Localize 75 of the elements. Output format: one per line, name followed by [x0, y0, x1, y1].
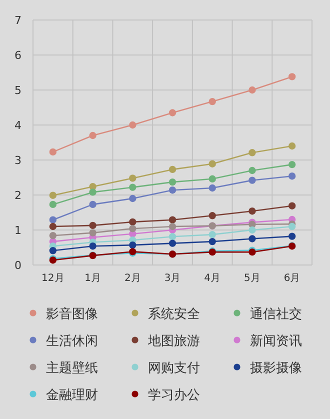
legend-label: 生活休闲	[46, 334, 98, 349]
point	[168, 240, 176, 247]
point	[89, 200, 96, 208]
point	[168, 166, 176, 174]
point	[49, 222, 57, 230]
point	[288, 73, 296, 80]
point	[129, 184, 136, 191]
legend-label: 地图旅游	[147, 334, 200, 349]
point	[129, 194, 136, 202]
x-tick-label: 12月	[42, 273, 64, 284]
x-tick-label: 6月	[284, 273, 300, 284]
point	[248, 235, 256, 242]
point	[288, 172, 296, 180]
point	[129, 174, 136, 182]
point	[49, 247, 57, 254]
point	[89, 132, 96, 140]
point	[89, 222, 96, 230]
y-tick-label: 4	[14, 119, 22, 132]
legend-label: 摄影摄像	[250, 361, 302, 376]
point	[49, 216, 57, 224]
x-tick-label: 1月	[84, 273, 101, 284]
point	[89, 229, 96, 236]
point	[129, 225, 136, 232]
x-tick-label: 4月	[204, 273, 221, 284]
point	[288, 202, 296, 210]
point	[248, 226, 256, 234]
point	[288, 232, 296, 240]
point	[208, 175, 216, 182]
point	[129, 218, 136, 226]
y-tick-label: 1	[14, 224, 22, 237]
point	[288, 222, 296, 230]
point	[208, 160, 216, 168]
point	[168, 186, 176, 194]
point	[248, 86, 256, 94]
point	[208, 212, 216, 220]
point	[208, 184, 216, 192]
y-tick-label: 7	[14, 14, 22, 27]
legend-label: 金融理财	[46, 388, 98, 403]
y-tick-label: 5	[14, 84, 22, 97]
point	[168, 109, 176, 116]
point	[129, 121, 136, 129]
y-tick-label: 6	[14, 49, 22, 62]
point	[248, 208, 256, 215]
point	[89, 242, 96, 250]
y-tick-label: 2	[14, 189, 22, 202]
point	[288, 160, 296, 168]
legend-label: 学习办公	[148, 388, 200, 403]
point	[288, 142, 296, 150]
point	[208, 230, 216, 238]
point	[49, 148, 57, 156]
point	[49, 232, 57, 240]
legend-label: 影音图像	[46, 307, 98, 322]
point	[129, 241, 136, 249]
legend-label: 网购支付	[148, 361, 200, 376]
point	[208, 238, 216, 246]
point	[248, 149, 256, 156]
point	[248, 166, 256, 174]
legend-label: 主题壁纸	[46, 360, 98, 376]
x-tick-label: 2月	[124, 273, 141, 284]
x-tick-label: 3月	[164, 273, 181, 284]
legend-label: 系统安全	[148, 306, 200, 322]
point	[208, 98, 216, 106]
legend-label: 新闻资讯	[250, 334, 302, 349]
point	[49, 192, 57, 199]
point	[168, 178, 176, 186]
point	[168, 216, 176, 224]
y-tick-label: 3	[14, 154, 22, 167]
point	[49, 200, 57, 208]
legend-label: 通信社交	[250, 306, 302, 322]
point	[168, 233, 176, 240]
point	[168, 222, 176, 230]
x-tick-label: 5月	[244, 273, 260, 284]
y-tick-label: 0	[14, 259, 22, 272]
point	[89, 188, 96, 196]
point	[248, 176, 256, 184]
